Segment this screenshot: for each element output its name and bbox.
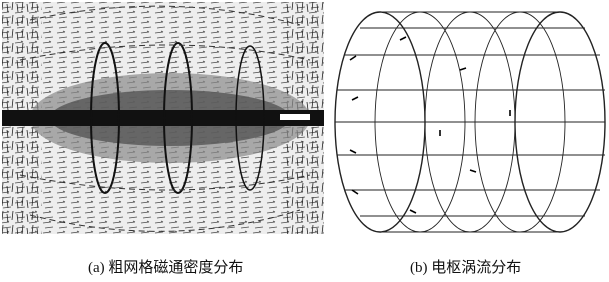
- caption: (b) 电枢涡流分布: [410, 256, 521, 277]
- figure-images: [0, 0, 609, 245]
- caption: (a) 粗网格磁通密度分布: [88, 256, 243, 277]
- figure: (a) 粗网格磁通密度分布 (b) 电枢涡流分布: [0, 0, 609, 282]
- eddy-current-image: [335, 12, 605, 232]
- flux-density-image: [2, 2, 324, 234]
